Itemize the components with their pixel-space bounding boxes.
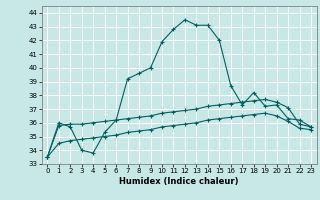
- X-axis label: Humidex (Indice chaleur): Humidex (Indice chaleur): [119, 177, 239, 186]
